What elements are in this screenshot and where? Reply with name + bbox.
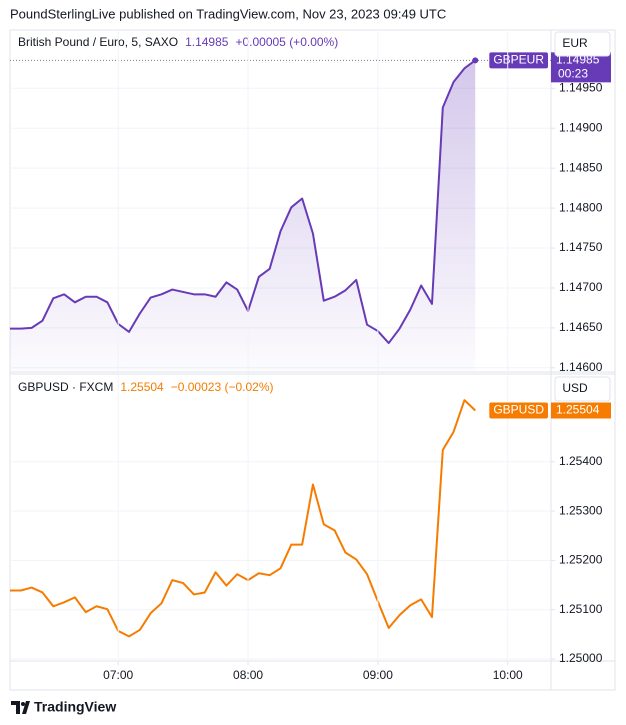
legend-change: +0.00005 (+0.00%) [235,35,338,49]
series-name: GBPUSD [493,403,544,417]
x-tick-label: 09:00 [363,668,393,682]
y-tick-label: 1.14950 [559,80,603,94]
series-tag: GBPEUR [489,52,548,69]
x-tick-label: 08:00 [233,668,263,682]
legend-change: −0.00023 (−0.02%) [171,380,274,394]
y-tick-label: 1.14650 [559,320,603,334]
y-tick-label: 1.25200 [559,553,603,567]
currency-box [554,31,611,57]
y-tick-label: 1.25300 [559,503,603,517]
y-tick-label: 1.14700 [559,280,603,294]
brand: TradingView [34,699,116,715]
y-tick-label: 1.14750 [559,240,603,254]
currency-label: EUR [562,36,588,50]
y-tick-label: 1.25100 [559,602,603,616]
price-badge [551,52,611,83]
legend-price: 1.14985 [185,35,229,49]
last-point [472,57,479,64]
tradingview-logo [11,701,30,714]
countdown: 00:23 [558,67,588,81]
y-tick-label: 1.25000 [559,651,603,665]
price-line [10,399,476,638]
series-tag-bg [489,52,548,69]
legend-price: 1.25504 [120,380,164,394]
currency-label: USD [562,381,588,395]
price-badge [551,402,611,419]
price-badge-value: 1.25504 [556,403,600,417]
y-tick-label: 1.14800 [559,200,603,214]
currency-box [554,376,611,402]
area-fill [10,60,476,371]
y-tick-label: 1.25400 [559,454,603,468]
series-tag: GBPUSD [489,402,548,419]
series-name: GBPEUR [493,53,544,67]
x-tick-label: 07:00 [103,668,133,682]
y-tick-label: 1.14600 [559,360,603,374]
y-tick-label: 1.14850 [559,160,603,174]
price-line [10,59,476,345]
legend-title: GBPUSD · FXCM [18,380,113,394]
plot-area [10,399,551,660]
publish-header: PoundSterlingLive published on TradingVi… [10,6,446,21]
series-tag-bg [489,402,548,419]
legend-title: British Pound / Euro, 5, SAXO [18,35,178,49]
y-tick-label: 1.14900 [559,120,603,134]
plot-area [10,59,551,371]
x-tick-label: 10:00 [493,668,523,682]
